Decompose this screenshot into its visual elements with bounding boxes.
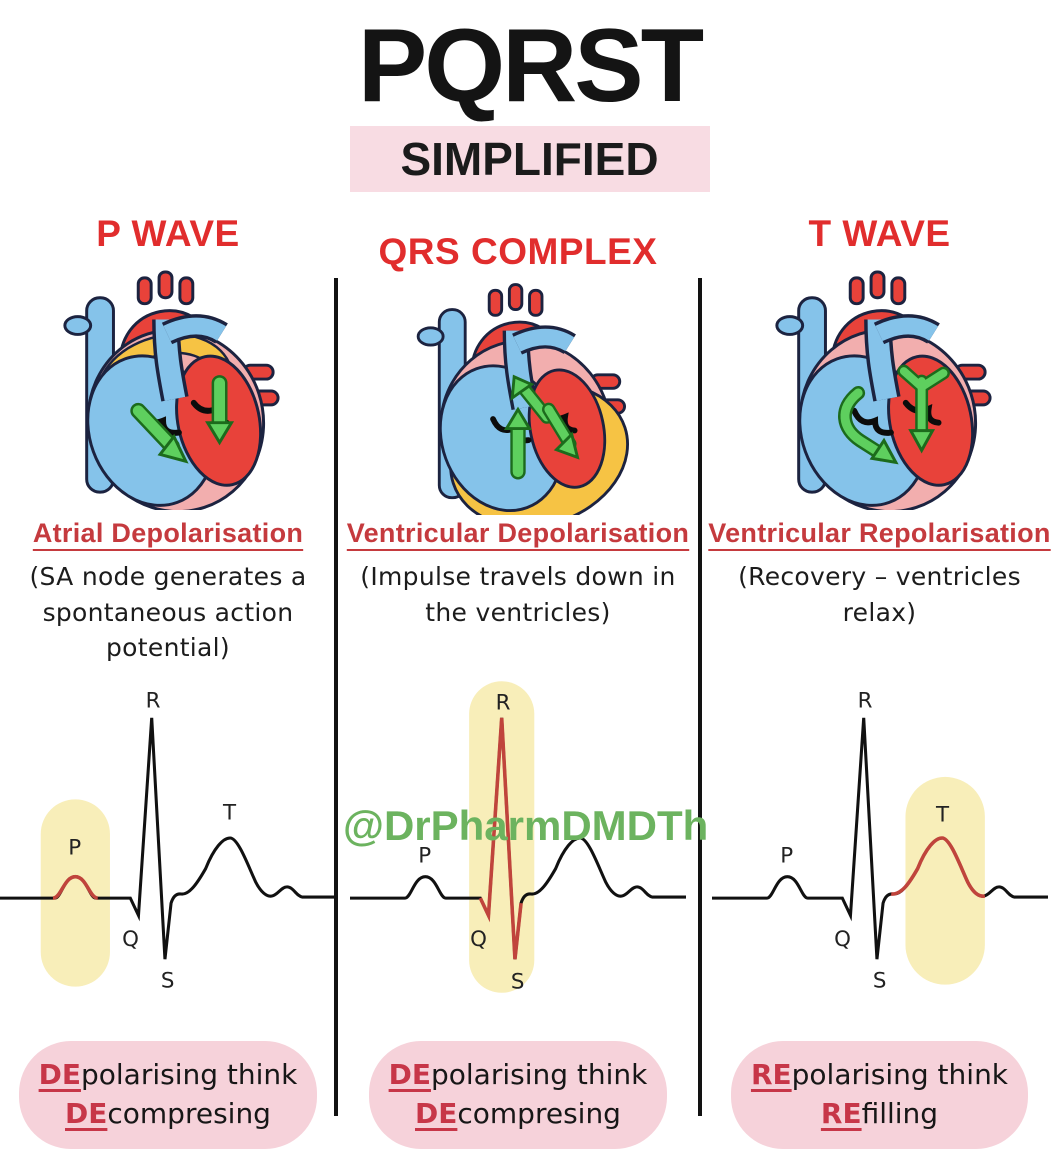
description-line: relax): [842, 597, 917, 627]
description-line: spontaneous action: [42, 597, 294, 627]
mnemonic-line: DEpolarising think: [389, 1055, 648, 1094]
ecg-waveform-icon: R P Q S T: [0, 689, 336, 994]
columns-container: P WAVE: [0, 208, 1059, 1157]
mnemonic-box-depolarising: DEpolarising think DEcompresing: [368, 1040, 668, 1149]
mnemonic-line: REpolarising think: [751, 1055, 1008, 1094]
ecg-trace-p-highlight: R P Q S T: [0, 679, 336, 1000]
ecg-label-q: Q: [122, 927, 139, 952]
mnemonic-rest: compresing: [457, 1096, 621, 1130]
column-divider: [334, 278, 338, 1116]
mnemonic-rest: polarising think: [430, 1057, 648, 1091]
heart-illustration-p-wave: [49, 260, 287, 512]
caption-ventricular-repolarisation: Ventricular Repolarisation: [708, 518, 1051, 548]
ecg-label-p: P: [418, 843, 431, 868]
description-text: (Recovery – ventricles relax): [738, 559, 1021, 677]
subtitle-banner: SIMPLIFIED: [349, 126, 710, 192]
ecg-label-p: P: [68, 835, 81, 860]
description-line: potential): [106, 633, 230, 662]
column-header: T WAVE: [808, 213, 951, 254]
mnemonic-prefix: DE: [388, 1057, 431, 1091]
column-header: P WAVE: [96, 213, 240, 254]
page-title: PQRST: [357, 8, 704, 124]
mnemonic-box-depolarising: DEpolarising think DEcompresing: [18, 1040, 318, 1149]
mnemonic-rest: polarising think: [80, 1057, 298, 1091]
ecg-label-q: Q: [470, 927, 487, 952]
column-p-wave: P WAVE: [0, 208, 336, 1157]
mnemonic-line: DEpolarising think: [39, 1055, 298, 1094]
ecg-label-t: T: [935, 803, 950, 828]
description-text: (Impulse travels down in the ventricles): [360, 559, 675, 677]
ecg-label-r: R: [857, 689, 872, 714]
mnemonic-rest: polarising think: [791, 1057, 1009, 1091]
heart-ventricular-repolarisation-icon: [774, 270, 992, 510]
caption-atrial-depolarisation: Atrial Depolarisation: [32, 518, 304, 548]
mnemonic-rest: compresing: [107, 1096, 271, 1130]
caption-ventricular-depolarisation: Ventricular Depolarisation: [346, 518, 690, 548]
mnemonic-prefix: RE: [750, 1057, 792, 1091]
description-line: (Impulse travels down in: [360, 562, 676, 591]
column-divider: [698, 278, 702, 1116]
mnemonic-prefix: DE: [38, 1057, 81, 1091]
ecg-label-q: Q: [834, 927, 851, 952]
description-line: the ventricles): [425, 597, 611, 627]
ecg-label-r: R: [496, 691, 511, 716]
column-t-wave: T WAVE: [700, 208, 1059, 1157]
mnemonic-prefix: DE: [65, 1096, 108, 1130]
ecg-label-p: P: [780, 843, 793, 868]
ecg-trace-t-highlight: R P Q S T: [711, 679, 1048, 1000]
mnemonic-line: REfilling: [751, 1094, 1008, 1133]
ecg-label-t: T: [222, 801, 237, 826]
ecg-label-s: S: [872, 969, 886, 994]
mnemonic-line: DEcompresing: [389, 1094, 648, 1133]
mnemonic-line: DEcompresing: [39, 1094, 298, 1133]
heart-illustration-t-wave: [761, 260, 999, 512]
description-line: (SA node generates a: [29, 562, 307, 591]
ecg-label-s: S: [161, 969, 175, 994]
column-header: QRS COMPLEX: [378, 231, 658, 272]
mnemonic-rest: filling: [861, 1096, 939, 1130]
ecg-trace-qrs-highlight: R P Q S: [350, 679, 686, 1000]
heart-ventricular-depolarisation-icon: [416, 283, 630, 515]
description-text: (SA node generates a spontaneous action …: [29, 559, 306, 677]
mnemonic-box-repolarising: REpolarising think REfilling: [730, 1040, 1029, 1149]
mnemonic-prefix: RE: [820, 1096, 862, 1130]
ecg-label-r: R: [146, 689, 161, 714]
ecg-waveform-icon: R P Q S: [350, 681, 686, 995]
ecg-waveform-icon: R P Q S T: [711, 689, 1048, 994]
ecg-label-s: S: [511, 970, 525, 995]
mnemonic-prefix: DE: [415, 1096, 458, 1130]
description-line: (Recovery – ventricles: [738, 562, 1021, 591]
heart-atrial-depolarisation-icon: [63, 270, 280, 510]
heart-illustration-qrs: [399, 278, 637, 515]
watermark-handle: @DrPharmDMDTh: [343, 802, 709, 849]
column-qrs-complex: QRS COMPLEX: [336, 208, 700, 1157]
